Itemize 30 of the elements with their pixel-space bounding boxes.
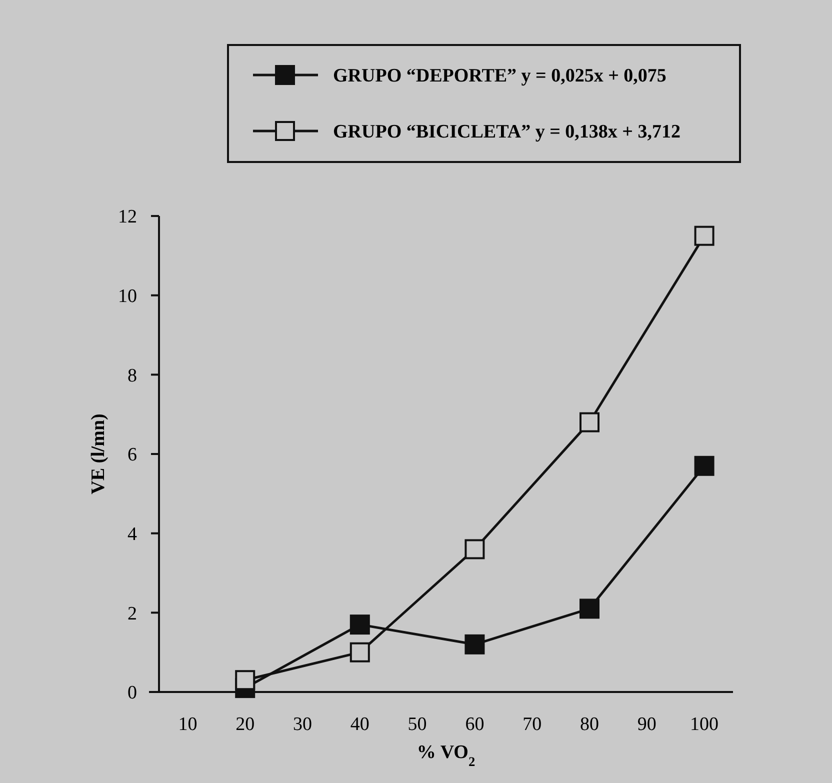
x-tick-label: 80	[580, 714, 599, 735]
point	[235, 670, 256, 690]
x-tick-label: 20	[236, 714, 255, 735]
x-tick-label: 60	[465, 714, 484, 735]
x-tick-label: 50	[408, 714, 427, 735]
y-tick-label: 0	[128, 682, 137, 704]
y-tick-label: 10	[118, 286, 137, 307]
legend-label: GRUPO “BICICLETA” y = 0,138x + 3,712	[333, 122, 680, 143]
point	[464, 634, 485, 654]
y-tick-label: 4	[128, 524, 138, 545]
x-axis-title: % VO$_{2}$	[416, 742, 476, 768]
y-axis-title: VE (l/mn)	[88, 414, 109, 494]
y-tick-label: 12	[118, 206, 137, 228]
point	[694, 456, 714, 476]
x-tick-label: 30	[293, 714, 312, 735]
point	[350, 642, 370, 662]
point	[464, 539, 485, 560]
point	[580, 598, 600, 619]
y-tick-label: 6	[128, 444, 137, 466]
y-tick-label: 8	[128, 365, 137, 386]
point	[350, 614, 370, 635]
legend-label: GRUPO “DEPORTE” y = 0,025x + 0,075	[333, 66, 666, 87]
point	[694, 226, 714, 246]
x-tick-label: 90	[637, 714, 656, 735]
x-tick-label: 100	[690, 714, 719, 735]
y-tick-label: 2	[128, 603, 137, 624]
x-tick-label: 10	[178, 714, 198, 735]
x-tick-label: 40	[350, 714, 370, 735]
x-tick-label: 70	[522, 714, 542, 735]
point	[580, 412, 600, 432]
